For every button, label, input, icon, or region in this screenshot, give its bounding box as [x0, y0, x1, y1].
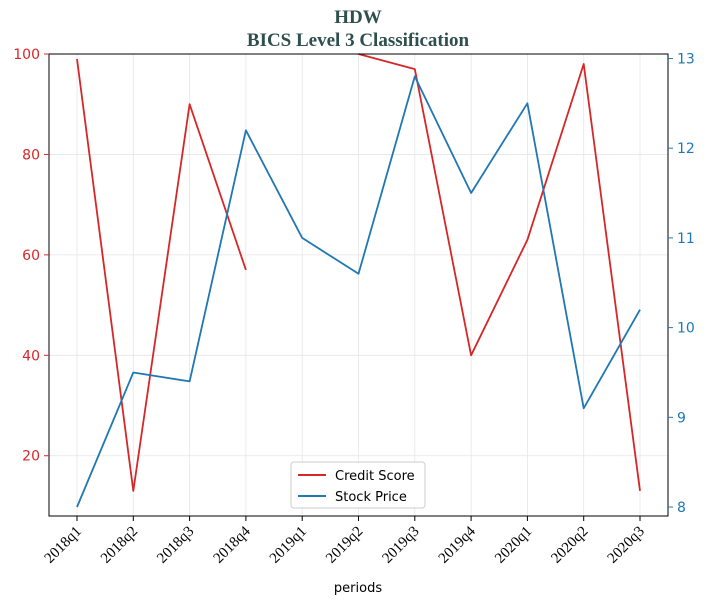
x-axis-label: periods	[334, 581, 382, 596]
left-axis: 20 40 60 80 100	[13, 47, 49, 465]
series-line-stock-price	[76, 75, 641, 508]
left-tick-label: 60	[22, 248, 40, 264]
x-tick-label: 2020q3	[605, 524, 648, 567]
right-tick-label: 11	[677, 231, 695, 247]
left-tick-label: 80	[22, 147, 40, 163]
right-tick-label: 13	[677, 51, 695, 67]
x-tick-label: 2018q3	[154, 524, 197, 567]
legend-label-credit-score: Credit Score	[335, 469, 415, 484]
x-tick-label: 2020q2	[548, 524, 591, 567]
x-tick-label: 2019q4	[436, 523, 479, 566]
x-tick-label: 2018q4	[211, 523, 254, 566]
chart-title-line1: HDW	[334, 7, 382, 28]
right-axis: 8 9 10 11 12 13	[668, 51, 695, 516]
left-tick-label: 20	[22, 449, 40, 465]
series-layer	[76, 53, 641, 508]
right-tick-label: 8	[677, 500, 686, 516]
x-axis: 2018q1 2018q2 2018q3 2018q4 2019q1 2019q2 2019…	[42, 516, 648, 567]
series-line-credit-score	[76, 58, 247, 492]
right-tick-label: 12	[677, 141, 695, 157]
right-tick-label: 9	[677, 410, 686, 426]
x-tick-label: 2018q1	[42, 524, 85, 567]
left-tick-label: 40	[22, 348, 40, 364]
x-tick-label: 2019q2	[323, 524, 366, 567]
x-tick-label: 2018q2	[98, 524, 141, 567]
legend-label-stock-price: Stock Price	[335, 490, 407, 505]
chart-title-line2: BICS Level 3 Classification	[247, 30, 470, 51]
x-tick-label: 2020q1	[492, 524, 535, 567]
right-tick-label: 10	[677, 321, 695, 337]
legend: Credit Score Stock Price	[290, 461, 426, 509]
series-line-credit-score	[358, 53, 641, 492]
x-tick-label: 2019q1	[267, 524, 310, 567]
x-tick-label: 2019q3	[379, 524, 422, 567]
grid	[49, 53, 668, 516]
left-tick-label: 100	[13, 47, 40, 63]
